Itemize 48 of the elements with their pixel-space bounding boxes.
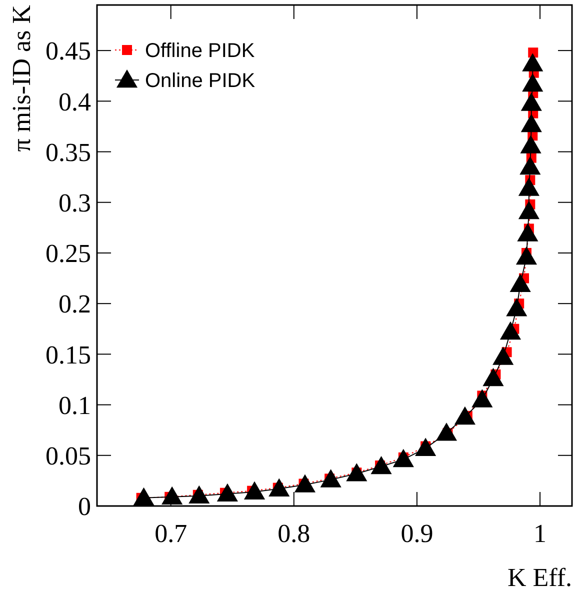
point — [500, 321, 522, 340]
point — [517, 223, 538, 242]
point — [518, 200, 540, 220]
point — [516, 246, 538, 265]
y-tick-label: 0.2 — [58, 290, 91, 319]
point — [454, 406, 476, 425]
point — [320, 469, 342, 488]
y-tick-label: 0.1 — [58, 390, 91, 420]
point — [244, 481, 266, 500]
point — [436, 422, 458, 441]
point — [510, 274, 531, 292]
y-tick-label: 0.4 — [58, 87, 91, 116]
point — [392, 448, 414, 468]
point — [216, 483, 238, 502]
point — [506, 298, 528, 316]
x-tick-label: 1 — [534, 519, 547, 548]
y-tick-label: 0.3 — [58, 188, 91, 218]
y-tick-label: 0.35 — [46, 138, 91, 167]
point — [415, 438, 436, 456]
point — [472, 389, 493, 408]
point — [268, 478, 290, 496]
x-tick-label: 0.9 — [400, 519, 434, 548]
point — [370, 456, 392, 474]
y-tick-label: 0 — [78, 492, 91, 522]
point — [522, 53, 544, 72]
y-tick-label: 0.05 — [46, 441, 91, 470]
y-axis-title: π mis-ID as K — [7, 4, 36, 152]
point — [518, 178, 540, 196]
x-axis-title: K Eff. — [507, 563, 572, 592]
point — [522, 73, 544, 92]
x-tick-label: 0.7 — [154, 519, 188, 548]
point — [294, 474, 316, 492]
legend-label: Online PIDK — [145, 70, 256, 92]
point — [482, 368, 504, 386]
point — [520, 156, 541, 175]
point — [188, 485, 210, 504]
point — [346, 463, 368, 482]
y-tick-label: 0.45 — [46, 36, 91, 66]
point — [520, 114, 542, 132]
point — [162, 486, 183, 505]
point — [492, 346, 514, 365]
point — [133, 487, 154, 506]
point — [520, 135, 542, 154]
y-tick-label: 0.15 — [46, 340, 91, 370]
point — [520, 92, 542, 111]
legend-label: Offline PIDK — [145, 40, 256, 62]
y-tick-label: 0.25 — [46, 239, 91, 268]
x-tick-label: 0.8 — [278, 519, 310, 548]
